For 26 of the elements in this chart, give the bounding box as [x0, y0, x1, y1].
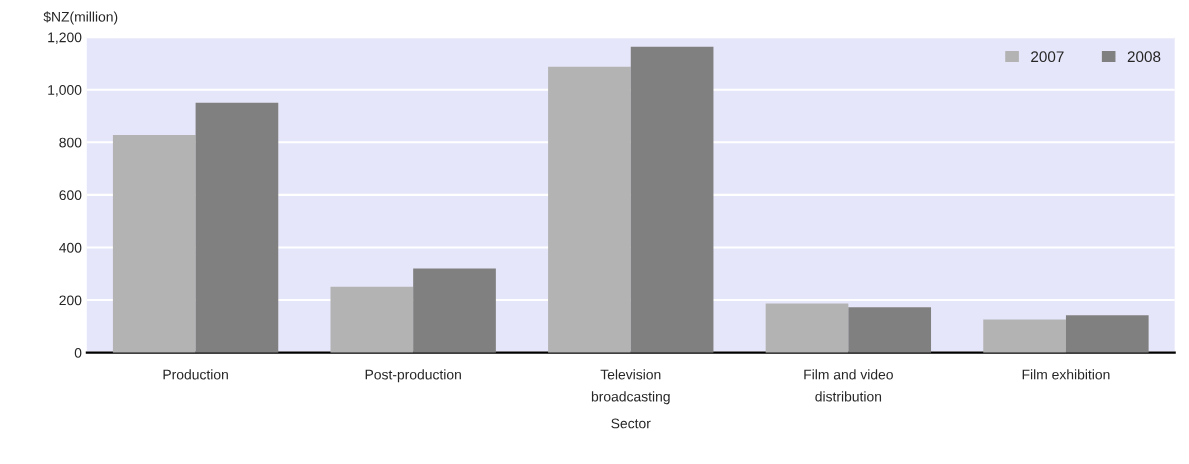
x-tick-label: Television broadcasting: [591, 369, 670, 405]
bar: [1065, 315, 1149, 353]
bar: [548, 66, 631, 353]
y-tick-label: 400: [59, 242, 82, 253]
x-tick-label: Film and video distribution: [804, 369, 893, 402]
y-tick-label: 800: [59, 137, 82, 148]
y-tick-label: 1,000: [48, 85, 82, 97]
bar: [195, 102, 279, 353]
x-tick-label: Production: [163, 369, 228, 380]
y-tick-label: 0: [74, 347, 82, 358]
x-tick-label: Post-production: [365, 369, 461, 383]
x-tick-label: Film exhibition: [1022, 369, 1110, 380]
bar: [330, 286, 414, 353]
bar: [983, 319, 1066, 353]
bar: [765, 303, 849, 353]
x-axis-title: Sector: [611, 418, 651, 429]
y-tick-label: 600: [59, 190, 82, 201]
bar: [112, 134, 196, 353]
bar: [413, 268, 496, 353]
legend-label: 2008: [1127, 51, 1161, 63]
y-tick-label: 1,200: [48, 32, 82, 44]
bar: [848, 307, 932, 353]
bar: [630, 46, 714, 353]
y-axis-title: $NZ(million): [43, 11, 118, 25]
legend-label: 2007: [1031, 51, 1064, 63]
y-tick-label: 200: [59, 295, 82, 306]
